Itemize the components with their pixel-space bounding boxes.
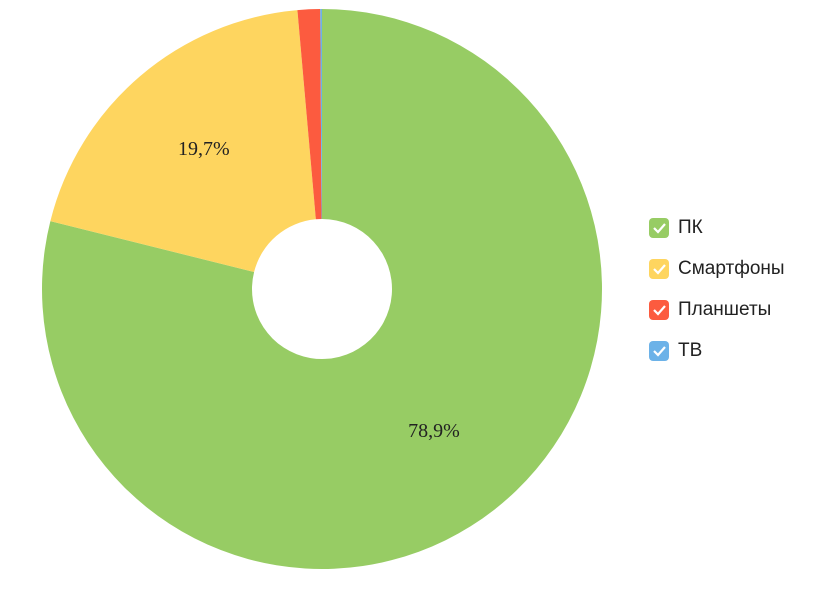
slice xyxy=(50,10,316,273)
legend-checkbox xyxy=(649,259,669,279)
legend-item[interactable]: Смартфоны xyxy=(649,258,785,279)
legend-checkbox xyxy=(649,218,669,238)
legend-label: Планшеты xyxy=(678,299,771,320)
slice xyxy=(320,9,322,220)
slice xyxy=(42,9,602,570)
value-label: 19,7% xyxy=(178,138,230,160)
legend-check xyxy=(653,346,666,357)
legend-check xyxy=(653,305,666,316)
legend-check xyxy=(653,223,666,234)
legend-item[interactable]: Планшеты xyxy=(649,299,771,320)
legend-check xyxy=(653,264,666,275)
slice xyxy=(297,9,322,220)
legend-label: ПК xyxy=(678,217,703,238)
legend-item[interactable]: ТВ xyxy=(649,340,702,361)
legend-label: ТВ xyxy=(678,340,702,361)
legend-checkbox xyxy=(649,341,669,361)
legend-label: Смартфоны xyxy=(678,258,785,279)
legend-checkbox xyxy=(649,300,669,320)
value-label: 78,9% xyxy=(408,420,460,442)
legend-item[interactable]: ПК xyxy=(649,217,703,238)
